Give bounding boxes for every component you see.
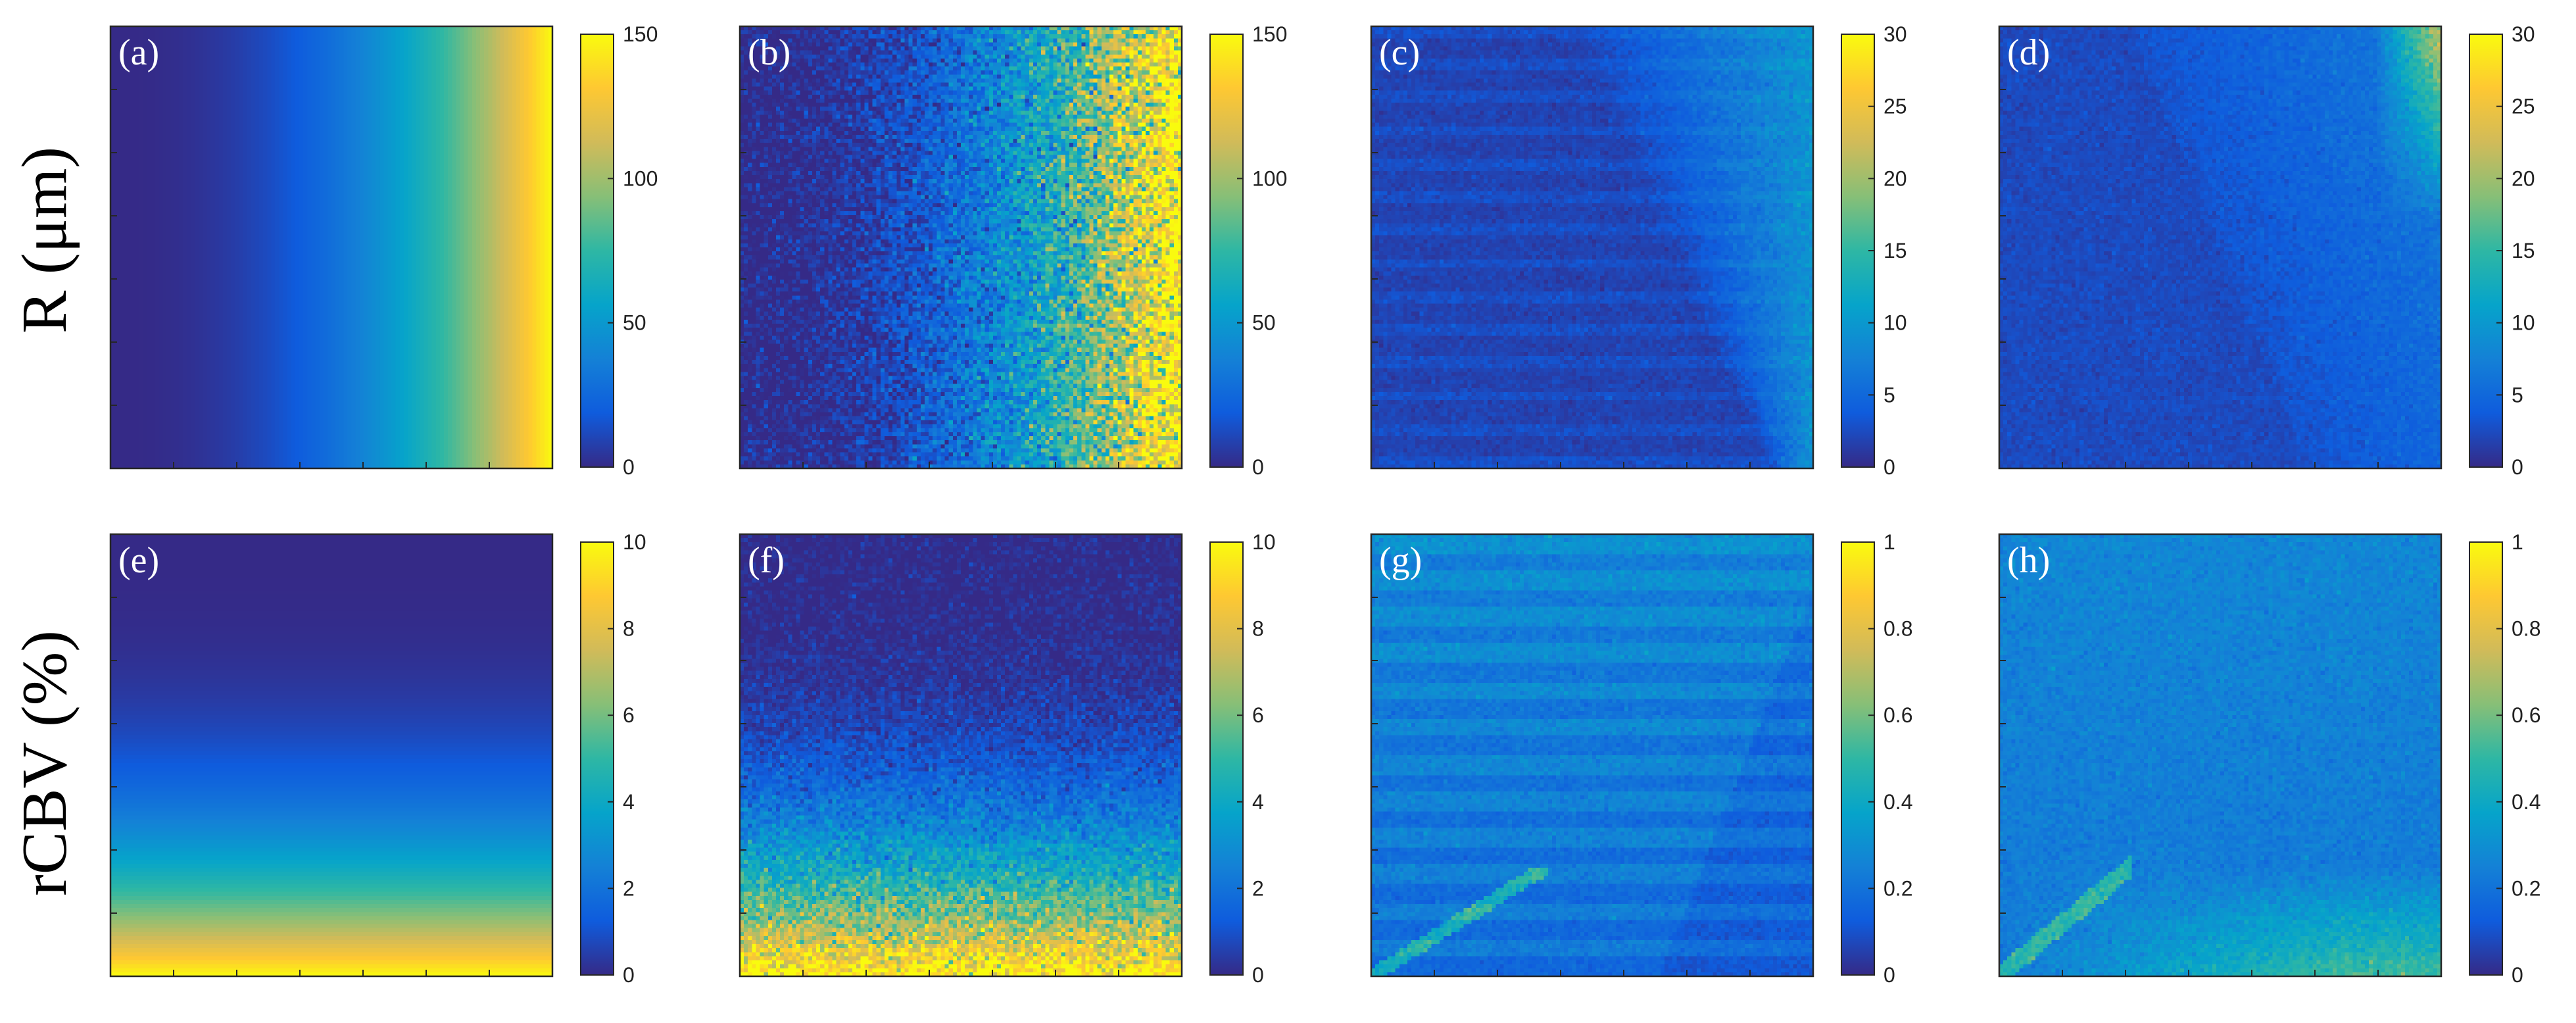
heatmap-image — [110, 26, 552, 468]
colorbar-tick-label: 4 — [1252, 790, 1264, 814]
row-label-rcbv: rCBV (%) — [9, 630, 80, 896]
colorbar-tick-label: 15 — [1883, 239, 1907, 262]
colorbar-tick-label: 150 — [1252, 22, 1287, 46]
heatmap-frame — [739, 25, 1183, 470]
panel-label: (e) — [118, 540, 159, 581]
colorbar-tick-label: 25 — [1883, 95, 1907, 118]
row-label-r: R (μm) — [9, 147, 80, 334]
panel-label: (h) — [2007, 540, 2050, 581]
colorbar-tick-label: 0.6 — [1883, 703, 1912, 727]
colorbar — [2469, 541, 2503, 976]
colorbar-tick-label: 30 — [1883, 22, 1907, 46]
panel-label: (f) — [748, 540, 785, 581]
panel-label: (a) — [118, 32, 159, 73]
heatmap-image — [740, 534, 1182, 976]
colorbar — [1209, 541, 1244, 976]
panel-d: (d) 0 5 10 15 20 25 30 — [1998, 22, 2535, 479]
colorbar — [1209, 34, 1244, 468]
colorbar-tick-label: 20 — [2512, 166, 2535, 190]
colorbar — [1841, 541, 1875, 976]
colorbar-tick-label: 30 — [2512, 22, 2535, 46]
colorbar — [580, 34, 614, 468]
colorbar-tick-label: 6 — [623, 703, 635, 727]
heatmap-frame — [109, 25, 554, 470]
panel-label: (c) — [1379, 32, 1420, 73]
colorbar-tick-label: 5 — [1883, 383, 1895, 407]
heatmap-frame — [1370, 533, 1814, 978]
panel-a: (a) 0 50 100 150 — [109, 22, 658, 479]
colorbar-tick-label: 10 — [623, 530, 646, 554]
colorbar-tick-label: 5 — [2512, 383, 2523, 407]
panel-f: (f) 0 2 4 6 8 10 — [739, 530, 1276, 987]
colorbar-tick-label: 10 — [1883, 311, 1907, 335]
heatmap-frame — [1370, 25, 1814, 470]
colorbar-tick-label: 15 — [2512, 239, 2535, 262]
panel-label: (b) — [748, 32, 790, 73]
colorbar-tick-label: 0.8 — [1883, 617, 1912, 641]
heatmap-image — [1999, 534, 2441, 976]
panel-e: (e) 0 2 4 6 8 10 — [109, 530, 646, 987]
colorbar-tick-label: 4 — [623, 790, 635, 814]
colorbar-tick-label: 6 — [1252, 703, 1264, 727]
colorbar-tick-label: 0 — [1252, 963, 1264, 987]
panel-b: (b) 0 50 100 150 — [739, 22, 1287, 479]
heatmap-image — [110, 534, 552, 976]
colorbar-tick-label: 20 — [1883, 166, 1907, 190]
colorbar-tick-label: 0.2 — [1883, 876, 1912, 900]
heatmap-frame — [1998, 533, 2442, 978]
colorbar-tick-label: 2 — [1252, 876, 1264, 900]
colorbar-tick-label: 100 — [623, 166, 658, 190]
panel-h: (h) 0 0.2 0.4 0.6 0.8 1 — [1998, 530, 2540, 987]
panel-label: (d) — [2007, 32, 2050, 73]
colorbar-tick-label: 0 — [2512, 963, 2523, 987]
colorbar-tick-label: 10 — [2512, 311, 2535, 335]
heatmap-image — [740, 26, 1182, 468]
heatmap-frame — [739, 533, 1183, 978]
heatmap-image — [1371, 26, 1813, 468]
colorbar-tick-label: 8 — [623, 617, 635, 641]
colorbar-tick-label: 0 — [2512, 455, 2523, 479]
colorbar-tick-label: 8 — [1252, 617, 1264, 641]
colorbar-tick-label: 50 — [1252, 311, 1276, 335]
colorbar-tick-label: 0.4 — [1883, 790, 1912, 814]
colorbar-tick-label: 2 — [623, 876, 635, 900]
colorbar-tick-label: 10 — [1252, 530, 1276, 554]
colorbar-tick-label: 0.6 — [2512, 703, 2540, 727]
colorbar-tick-label: 150 — [623, 22, 658, 46]
colorbar-tick-label: 0.2 — [2512, 876, 2540, 900]
colorbar-tick-label: 0 — [1252, 455, 1264, 479]
panel-g: (g) 0 0.2 0.4 0.6 0.8 1 — [1370, 530, 1912, 987]
colorbar-tick-label: 0 — [623, 963, 635, 987]
panel-label: (g) — [1379, 540, 1422, 581]
heatmap-image — [1371, 534, 1813, 976]
colorbar-tick-label: 0.4 — [2512, 790, 2540, 814]
heatmap-image — [1999, 26, 2441, 468]
colorbar — [580, 541, 614, 976]
colorbar-tick-label: 50 — [623, 311, 646, 335]
heatmap-frame — [1998, 25, 2442, 470]
colorbar-tick-label: 0 — [623, 455, 635, 479]
colorbar-tick-label: 0 — [1883, 963, 1895, 987]
colorbar-tick-label: 1 — [1883, 530, 1895, 554]
colorbar-tick-label: 100 — [1252, 166, 1287, 190]
colorbar-tick-label: 1 — [2512, 530, 2523, 554]
colorbar-tick-label: 25 — [2512, 95, 2535, 118]
heatmap-frame — [109, 533, 554, 978]
colorbar-tick-label: 0.8 — [2512, 617, 2540, 641]
panel-c: (c) 0 5 10 15 20 25 30 — [1370, 22, 1907, 479]
colorbar-tick-label: 0 — [1883, 455, 1895, 479]
